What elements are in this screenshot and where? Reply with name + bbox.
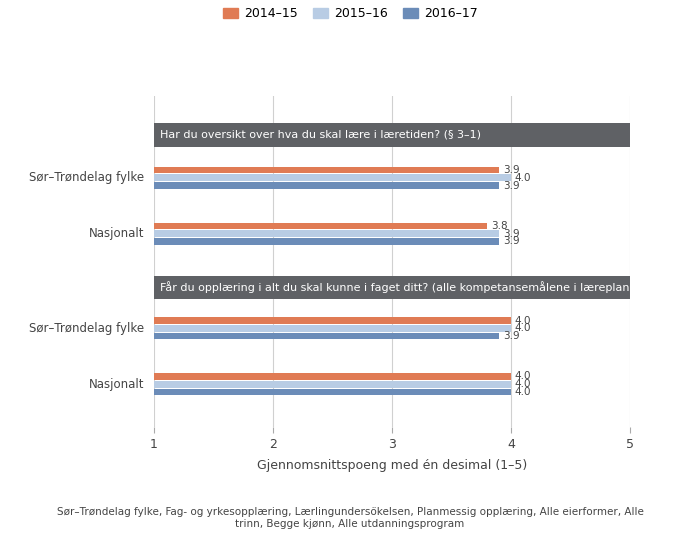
Bar [154, 381, 511, 388]
Bar [154, 389, 511, 395]
Text: 4.0: 4.0 [514, 379, 531, 389]
Bar [154, 333, 499, 340]
Text: 3.9: 3.9 [503, 165, 519, 175]
Bar [154, 167, 499, 174]
Bar [154, 230, 499, 237]
Bar [154, 373, 511, 380]
Text: 4.0: 4.0 [514, 316, 531, 326]
Bar [154, 238, 499, 245]
Text: 4.0: 4.0 [514, 173, 531, 183]
Text: Har du oversikt over hva du skal lære i læretiden? (§ 3–1): Har du oversikt over hva du skal lære i … [160, 130, 481, 140]
Text: Sør–Trøndelag fylke, Fag- og yrkesopplæring, Lærlingundersökelsen, Planmessig o: Sør–Trøndelag fylke, Fag- og yrkesopplær… [57, 507, 643, 529]
Bar [154, 325, 511, 332]
Text: Sør–Trøndelag fylke: Sør–Trøndelag fylke [29, 322, 144, 335]
Text: 3.9: 3.9 [503, 237, 519, 247]
Text: Nasjonalt: Nasjonalt [89, 378, 144, 391]
Text: 4.0: 4.0 [514, 387, 531, 397]
Text: Får du opplæring i alt du skal kunne i faget ditt? (alle kompetansemålene i lære: Får du opplæring i alt du skal kunne i f… [160, 281, 688, 293]
Text: 3.9: 3.9 [503, 331, 519, 341]
Text: Nasjonalt: Nasjonalt [89, 227, 144, 240]
Bar [154, 223, 487, 230]
Bar [154, 182, 499, 189]
Text: 4.0: 4.0 [514, 372, 531, 381]
X-axis label: Gjennomsnittspoeng med én desimal (1–5): Gjennomsnittspoeng med én desimal (1–5) [257, 459, 527, 472]
Bar [154, 175, 511, 181]
Text: 3.8: 3.8 [491, 221, 508, 231]
Bar [154, 317, 511, 324]
Text: Sør–Trøndelag fylke: Sør–Trøndelag fylke [29, 171, 144, 184]
Text: 3.9: 3.9 [503, 229, 519, 239]
Text: 3.9: 3.9 [503, 180, 519, 191]
Text: 4.0: 4.0 [514, 323, 531, 333]
Legend: 2014–15, 2015–16, 2016–17: 2014–15, 2015–16, 2016–17 [223, 7, 477, 20]
